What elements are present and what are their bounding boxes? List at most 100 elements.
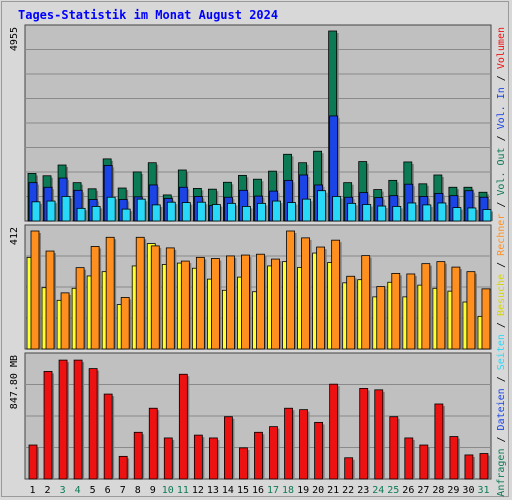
- bar-volumen-day-19: [299, 409, 308, 480]
- legend-separator: /: [496, 316, 507, 334]
- bar-seiten-day-22: [347, 202, 357, 222]
- bar-volumen-day-1: [28, 444, 38, 480]
- bar-volumen-day-24: [374, 389, 384, 480]
- bar-seiten-day-13: [211, 204, 221, 222]
- legend-entry: Anfragen: [496, 449, 507, 497]
- bar-seiten-day-1: [31, 201, 41, 222]
- bar-volumen-day-18: [284, 407, 293, 480]
- bar-volumen-day-17: [269, 426, 278, 480]
- bar-volumen-day-15: [239, 447, 248, 480]
- legend-separator: /: [496, 196, 507, 214]
- day-label-4: 4: [75, 485, 81, 496]
- legend-entry: Volumen: [496, 27, 507, 69]
- bar-volumen-day-10: [163, 437, 173, 480]
- bar-seiten-day-16: [257, 202, 266, 222]
- day-label-5: 5: [90, 485, 96, 496]
- bar-seiten-day-14: [227, 202, 236, 222]
- legend-entry: Vol. Out: [496, 147, 507, 195]
- day-label-2: 2: [45, 485, 51, 496]
- day-label-19: 19: [297, 485, 309, 496]
- bar-volumen-day-8: [133, 431, 143, 480]
- bar-rechner-day-28: [436, 261, 446, 350]
- day-label-9: 9: [150, 485, 156, 496]
- bar-volumen-day-3: [58, 359, 68, 480]
- day-label-31: 31: [477, 485, 489, 496]
- bar-rechner-day-25: [391, 272, 401, 350]
- panel-2: 412: [9, 224, 492, 350]
- bar-rechner-day-5: [90, 246, 100, 350]
- panel-max-label: 412: [9, 227, 20, 245]
- day-label-13: 13: [207, 485, 219, 496]
- bar-rechner-day-24: [376, 286, 386, 350]
- day-label-17: 17: [267, 485, 279, 496]
- bar-seiten-day-11: [181, 202, 191, 222]
- bar-rechner-day-19: [301, 237, 310, 350]
- bar-rechner-day-6: [105, 236, 115, 350]
- legend-separator: /: [496, 256, 507, 274]
- bar-seiten-day-7: [121, 208, 131, 222]
- bar-rechner-day-15: [241, 254, 250, 350]
- bar-rechner-day-26: [406, 273, 416, 350]
- bar-seiten-day-28: [437, 202, 447, 222]
- bar-volumen-day-27: [419, 444, 429, 480]
- day-label-27: 27: [417, 485, 429, 496]
- day-label-23: 23: [357, 485, 369, 496]
- bar-seiten-day-29: [452, 207, 462, 222]
- day-label-14: 14: [222, 485, 234, 496]
- panel-max-label: 4955: [9, 27, 20, 51]
- day-label-12: 12: [192, 485, 204, 496]
- bar-seiten-day-26: [407, 202, 417, 222]
- bar-volumen-day-23: [359, 388, 369, 480]
- day-label-8: 8: [135, 485, 141, 496]
- bar-seiten-day-19: [302, 198, 311, 222]
- day-label-15: 15: [237, 485, 249, 496]
- bar-rechner-day-16: [256, 253, 265, 350]
- bar-volumen-day-25: [389, 416, 399, 480]
- bar-volumen-day-29: [449, 436, 459, 480]
- bar-rechner-day-8: [135, 236, 145, 350]
- day-label-7: 7: [120, 485, 126, 496]
- bar-seiten-day-27: [422, 204, 432, 222]
- bar-volumen-day-11: [178, 373, 188, 480]
- bar-seiten-day-31: [482, 209, 492, 222]
- bar-volumen-day-21: [329, 383, 339, 480]
- panel-1: 4955: [9, 24, 493, 222]
- bar-volumen-day-30: [464, 454, 474, 480]
- bar-rechner-day-27: [421, 263, 431, 350]
- bar-volumen-day-14: [224, 416, 233, 480]
- bar-rechner-day-2: [45, 250, 55, 350]
- day-label-20: 20: [312, 485, 324, 496]
- day-label-11: 11: [177, 485, 189, 496]
- day-label-1: 1: [30, 485, 36, 496]
- day-label-3: 3: [60, 485, 66, 496]
- legend-separator: /: [496, 129, 507, 147]
- bar-volumen-day-13: [208, 437, 218, 480]
- chart-title: Tages-Statistik im Monat August 2024: [18, 8, 279, 22]
- panel-max-label: 847.80 MB: [9, 355, 20, 409]
- bar-seiten-day-25: [392, 206, 402, 222]
- legend-separator: /: [496, 430, 507, 448]
- bar-rechner-day-10: [165, 247, 175, 350]
- bar-seiten-day-2: [46, 200, 56, 222]
- bar-seiten-day-30: [467, 207, 477, 222]
- bar-rechner-day-18: [286, 230, 295, 350]
- legend-entry: Vol. In: [496, 87, 507, 129]
- day-label-28: 28: [432, 485, 444, 496]
- bar-volumen-day-7: [118, 455, 128, 480]
- right-legend: Anfragen / Dateien / Seiten / Besuche / …: [496, 27, 507, 497]
- bar-seiten-day-12: [196, 201, 206, 222]
- bar-volumen-day-20: [314, 421, 324, 480]
- bar-rechner-day-7: [120, 297, 130, 350]
- bar-seiten-day-9: [151, 204, 161, 222]
- bar-volumen-day-4: [73, 359, 83, 480]
- bar-seiten-day-4: [76, 207, 86, 222]
- bar-rechner-day-4: [75, 267, 85, 350]
- bar-volumen-day-5: [88, 368, 98, 480]
- bar-volumen-day-9: [148, 407, 158, 480]
- bar-rechner-day-14: [226, 255, 235, 350]
- day-label-25: 25: [387, 485, 399, 496]
- bar-seiten-day-24: [377, 205, 387, 222]
- bar-rechner-day-9: [150, 245, 160, 350]
- day-label-6: 6: [105, 485, 111, 496]
